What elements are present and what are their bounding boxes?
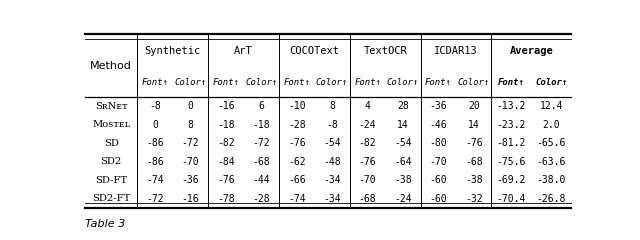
Text: -23.2: -23.2	[497, 120, 526, 130]
Text: Mᴏsᴛᴇʟ: Mᴏsᴛᴇʟ	[92, 120, 130, 129]
Text: -60: -60	[429, 194, 447, 204]
Text: -28: -28	[288, 120, 305, 130]
Text: -76: -76	[465, 138, 483, 148]
Text: 12.4: 12.4	[540, 101, 563, 111]
Text: -70: -70	[182, 157, 199, 167]
Text: -28: -28	[253, 194, 270, 204]
Text: -46: -46	[429, 120, 447, 130]
Text: -84: -84	[217, 157, 235, 167]
Text: -18: -18	[253, 120, 270, 130]
Text: Color↑: Color↑	[245, 78, 277, 87]
Text: -13.2: -13.2	[497, 101, 526, 111]
Text: SD-FT: SD-FT	[95, 176, 127, 185]
Text: -86: -86	[147, 157, 164, 167]
Text: -81.2: -81.2	[497, 138, 526, 148]
Text: 4: 4	[365, 101, 371, 111]
Text: Color↑: Color↑	[535, 78, 567, 87]
Text: ArT: ArT	[234, 46, 253, 56]
Text: -74: -74	[288, 194, 305, 204]
Text: -76: -76	[288, 138, 305, 148]
Text: -8: -8	[326, 120, 338, 130]
Text: 0: 0	[152, 120, 158, 130]
Text: -86: -86	[147, 138, 164, 148]
Text: -36: -36	[182, 175, 199, 185]
Text: -60: -60	[429, 175, 447, 185]
Text: 14: 14	[397, 120, 409, 130]
Text: -68: -68	[465, 157, 483, 167]
Text: -16: -16	[182, 194, 199, 204]
Text: -82: -82	[359, 138, 376, 148]
Text: Color↑: Color↑	[316, 78, 348, 87]
Text: ICDAR13: ICDAR13	[434, 46, 478, 56]
Text: -70: -70	[429, 157, 447, 167]
Text: TextOCR: TextOCR	[364, 46, 407, 56]
Text: -18: -18	[217, 120, 235, 130]
Text: -65.6: -65.6	[536, 138, 566, 148]
Text: -34: -34	[323, 194, 341, 204]
Text: 6: 6	[259, 101, 264, 111]
Text: -32: -32	[465, 194, 483, 204]
Text: -63.6: -63.6	[536, 157, 566, 167]
Text: -36: -36	[429, 101, 447, 111]
Text: -26.8: -26.8	[536, 194, 566, 204]
Text: 28: 28	[397, 101, 409, 111]
Text: Color↑: Color↑	[458, 78, 490, 87]
Text: Font↑: Font↑	[498, 78, 525, 87]
Text: -24: -24	[359, 120, 376, 130]
Text: Color↑: Color↑	[387, 78, 419, 87]
Text: -38.0: -38.0	[536, 175, 566, 185]
Text: -8: -8	[149, 101, 161, 111]
Text: Font↑: Font↑	[212, 78, 239, 87]
Text: -78: -78	[217, 194, 235, 204]
Text: -76: -76	[359, 157, 376, 167]
Text: 8: 8	[188, 120, 193, 130]
Text: 20: 20	[468, 101, 479, 111]
Text: Method: Method	[90, 60, 132, 71]
Text: 8: 8	[329, 101, 335, 111]
Text: -54: -54	[394, 138, 412, 148]
Text: -66: -66	[288, 175, 305, 185]
Text: Synthetic: Synthetic	[145, 46, 201, 56]
Text: -76: -76	[217, 175, 235, 185]
Text: -69.2: -69.2	[497, 175, 526, 185]
Text: Table 3: Table 3	[85, 219, 125, 229]
Text: -34: -34	[323, 175, 341, 185]
Text: -38: -38	[465, 175, 483, 185]
Text: -68: -68	[359, 194, 376, 204]
Text: -74: -74	[147, 175, 164, 185]
Text: -16: -16	[217, 101, 235, 111]
Text: -70: -70	[359, 175, 376, 185]
Text: -72: -72	[147, 194, 164, 204]
Text: Font↑: Font↑	[425, 78, 452, 87]
Text: -80: -80	[429, 138, 447, 148]
Text: SD: SD	[104, 139, 118, 148]
Text: SD2-FT: SD2-FT	[92, 194, 131, 203]
Text: 14: 14	[468, 120, 479, 130]
Text: -72: -72	[182, 138, 199, 148]
Text: Font↑: Font↑	[284, 78, 310, 87]
Text: Font↑: Font↑	[354, 78, 381, 87]
Text: -75.6: -75.6	[497, 157, 526, 167]
Text: -64: -64	[394, 157, 412, 167]
Text: SD2: SD2	[100, 157, 122, 166]
Text: -24: -24	[394, 194, 412, 204]
Text: 2.0: 2.0	[542, 120, 560, 130]
Text: -82: -82	[217, 138, 235, 148]
Text: -70.4: -70.4	[497, 194, 526, 204]
Text: -54: -54	[323, 138, 341, 148]
Text: SʀNᴇᴛ: SʀNᴇᴛ	[95, 102, 127, 111]
Text: -48: -48	[323, 157, 341, 167]
Text: -10: -10	[288, 101, 305, 111]
Text: COCOText: COCOText	[289, 46, 339, 56]
Text: Average: Average	[509, 46, 553, 56]
Text: -44: -44	[253, 175, 270, 185]
Text: -38: -38	[394, 175, 412, 185]
Text: -62: -62	[288, 157, 305, 167]
Text: Font↑: Font↑	[141, 78, 168, 87]
Text: Color↑: Color↑	[174, 78, 207, 87]
Text: 0: 0	[188, 101, 193, 111]
Text: -72: -72	[253, 138, 270, 148]
Text: -68: -68	[253, 157, 270, 167]
